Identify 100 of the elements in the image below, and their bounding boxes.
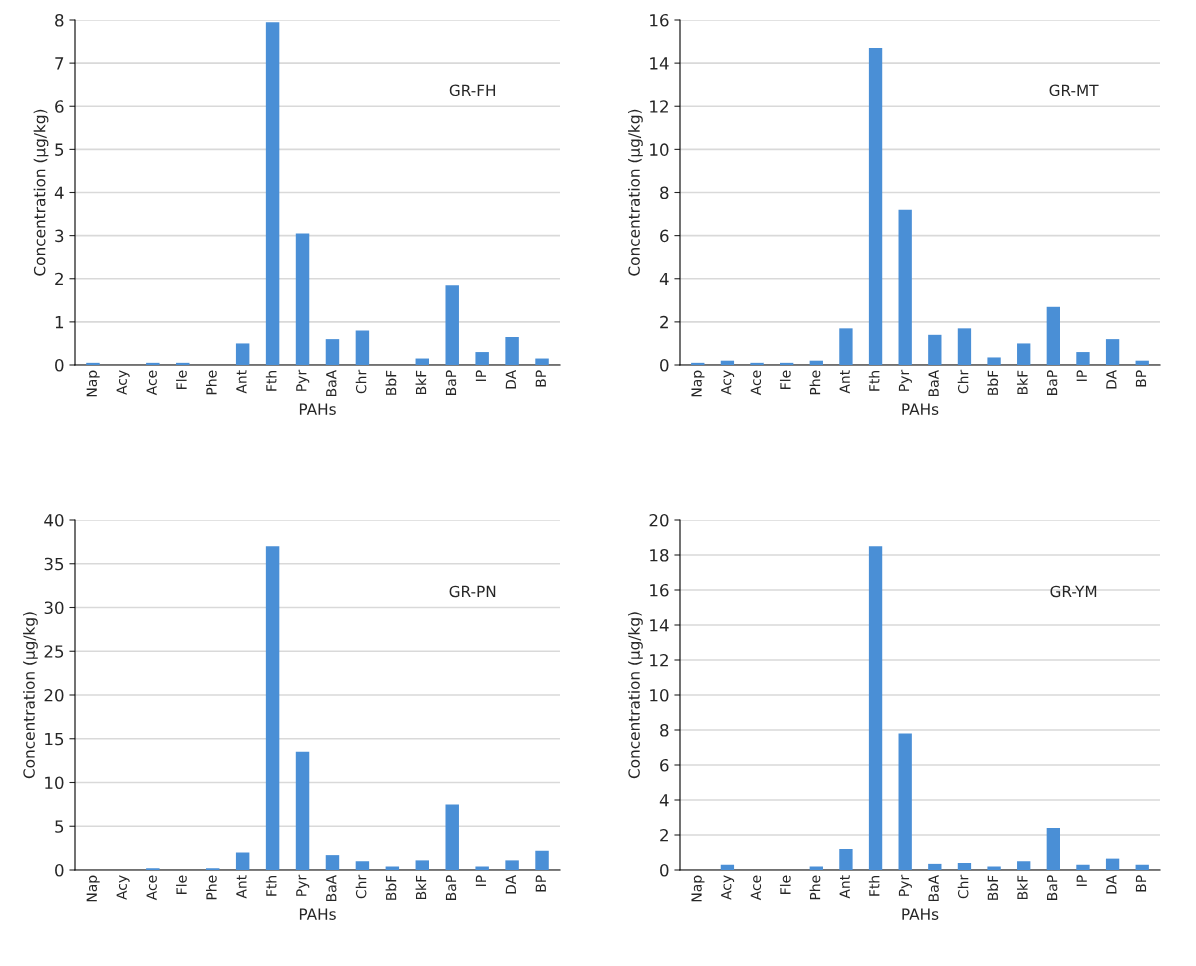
bar (1076, 352, 1090, 365)
bar (265, 546, 280, 870)
y-tick-label: 10 (650, 688, 669, 702)
x-tick-label: Chr (957, 369, 969, 394)
y-tick-label: 10 (650, 143, 669, 156)
bar (780, 362, 794, 365)
bar (1105, 858, 1120, 870)
bar (809, 360, 823, 365)
y-tick-label: 8 (660, 186, 669, 200)
x-tick-label: Phe (809, 370, 821, 395)
x-tick-label: Chr (355, 874, 367, 899)
x-tick-label: Fle (779, 370, 791, 389)
x-tick-label: BkF (415, 875, 427, 900)
bar (505, 336, 519, 365)
x-tick-label: Acy (721, 370, 735, 395)
bar (868, 546, 883, 870)
y-tick-label: 35 (44, 557, 64, 571)
bar (355, 330, 370, 365)
bar (295, 751, 310, 870)
x-tick-label: IP (1076, 370, 1087, 381)
bar (325, 855, 340, 870)
x-tick-label: Pyr (898, 369, 912, 391)
bar (957, 863, 972, 870)
x-tick-label: Acy (721, 875, 735, 900)
x-tick-label: Phe (206, 370, 217, 395)
x-tick-label: BkF (1016, 370, 1028, 395)
x-tick-label: BP (1135, 875, 1147, 892)
x-tick-label: BaA (928, 874, 939, 902)
bar (235, 343, 250, 365)
bar (445, 804, 459, 870)
y-tick-label: 4 (659, 794, 669, 807)
x-tick-label: Pyr (296, 369, 310, 391)
x-tick-label: BaA (326, 874, 337, 902)
x-tick-label: Pyr (296, 874, 310, 896)
bar (957, 328, 972, 365)
x-tick-label: Ant (236, 875, 247, 899)
x-axis-title: PAHs (902, 403, 939, 415)
bar (146, 362, 160, 365)
bar (535, 358, 549, 365)
y-tick-label: 14 (650, 57, 669, 70)
x-tick-label: Acy (116, 875, 130, 900)
x-tick-label: BaP (445, 370, 457, 395)
x-tick-label: Nap (691, 875, 705, 902)
y-tick-label: 0 (660, 863, 669, 877)
y-tick-label: 0 (55, 358, 64, 372)
x-tick-label: Ace (750, 370, 762, 396)
y-tick-label: 0 (55, 863, 64, 877)
y-tick-label: 2 (55, 272, 63, 286)
x-tick-label: Ant (839, 370, 850, 394)
x-tick-label: BbF (987, 875, 999, 900)
y-tick-label: 16 (650, 583, 669, 597)
bar (325, 339, 340, 365)
x-tick-label: DA (505, 369, 516, 389)
bar (505, 860, 519, 870)
x-tick-label: IP (475, 370, 486, 381)
x-tick-label: Fle (779, 875, 791, 894)
bar (1046, 828, 1060, 870)
bar (1017, 343, 1031, 365)
x-tick-label: Fle (176, 875, 187, 894)
bar (415, 358, 430, 365)
bar (86, 362, 100, 365)
bar (535, 850, 549, 870)
y-tick-label: 20 (44, 688, 64, 702)
x-tick-label: BkF (1016, 875, 1028, 900)
bar (445, 285, 459, 365)
x-tick-label: Fth (265, 371, 277, 391)
y-tick-label: 16 (650, 13, 669, 27)
bar (987, 357, 1001, 365)
x-tick-label: BP (535, 875, 546, 892)
x-tick-label: Ace (146, 370, 157, 396)
x-tick-label: BbF (987, 370, 999, 395)
x-tick-label: Ant (236, 370, 247, 394)
x-tick-label: BaP (445, 875, 457, 900)
x-tick-label: DA (1106, 874, 1117, 894)
y-tick-label: 18 (650, 548, 669, 562)
x-tick-label: BP (1135, 370, 1147, 387)
bar (1076, 864, 1090, 870)
y-tick-label: 30 (44, 601, 64, 615)
x-axis-title: PAHs (299, 403, 336, 415)
x-tick-label: BbF (385, 875, 397, 900)
y-tick-label: 3 (55, 229, 64, 243)
bar (355, 861, 370, 870)
x-tick-label: Ace (146, 875, 157, 901)
x-tick-label: Ant (839, 875, 850, 899)
y-tick-label: 12 (650, 100, 668, 113)
bar (839, 849, 853, 870)
bar (415, 860, 430, 870)
x-tick-label: BaA (928, 369, 939, 397)
y-axis-title: Concentration (µg/kg) (628, 109, 643, 276)
y-tick-label: 6 (660, 758, 669, 772)
x-tick-label: BaP (1047, 875, 1058, 900)
annotation: GR-YM (1050, 585, 1097, 598)
bar (265, 22, 280, 365)
x-tick-label: Nap (86, 875, 100, 902)
y-tick-label: 4 (659, 272, 669, 286)
annotation: GR-FH (449, 84, 496, 97)
bar (691, 362, 705, 365)
x-tick-label: Phe (206, 875, 217, 900)
y-tick-label: 1 (55, 316, 64, 329)
bar (176, 362, 190, 365)
